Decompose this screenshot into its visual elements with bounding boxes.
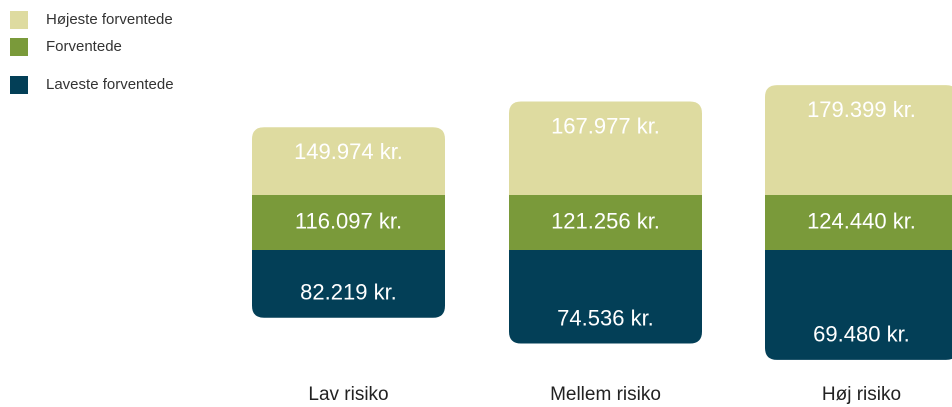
- bar-low: [765, 250, 952, 360]
- value-label: 116.097 kr.: [295, 208, 402, 233]
- legend-swatch: [10, 11, 28, 29]
- value-label: 124.440 kr.: [807, 208, 916, 233]
- value-label: 167.977 kr.: [551, 113, 660, 138]
- bar-high: [765, 85, 952, 195]
- legend-label: Forventede: [46, 38, 122, 55]
- bar-low: [252, 250, 445, 318]
- bar-low: [509, 250, 702, 344]
- legend-swatch: [10, 76, 28, 94]
- bar-expected: [765, 195, 952, 250]
- bar-high: [252, 127, 445, 195]
- value-label: 179.399 kr.: [807, 97, 916, 122]
- legend-swatch: [10, 38, 28, 56]
- value-label: 121.256 kr.: [551, 208, 660, 233]
- legend-label: Laveste forventede: [46, 76, 174, 93]
- bar-expected: [252, 195, 445, 250]
- value-label: 74.536 kr.: [557, 305, 654, 330]
- legend-label: Højeste forventede: [46, 11, 173, 28]
- category-label: Mellem risiko: [550, 384, 661, 405]
- value-label: 149.974 kr.: [294, 139, 403, 164]
- category-label: Høj risiko: [822, 384, 901, 405]
- bar-high: [509, 101, 702, 195]
- value-label: 82.219 kr.: [300, 280, 397, 305]
- bar-expected: [509, 195, 702, 250]
- category-label: Lav risiko: [308, 384, 388, 405]
- value-label: 69.480 kr.: [813, 322, 910, 347]
